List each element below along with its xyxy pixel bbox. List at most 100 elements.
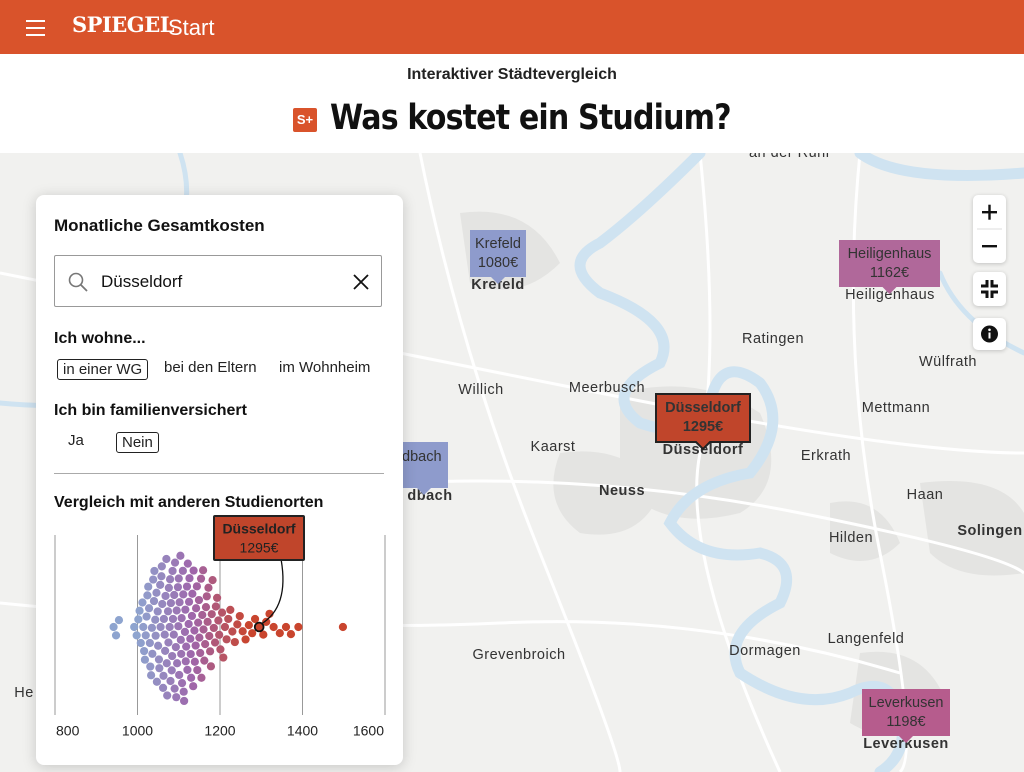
marker-box[interactable] [862, 689, 950, 743]
menu-button[interactable] [26, 18, 46, 38]
dot [210, 638, 220, 647]
dot [205, 631, 214, 641]
dot [168, 614, 178, 624]
fullscreen-button[interactable] [973, 272, 1006, 306]
dot [166, 676, 175, 686]
marker-name: Düsseldorf [665, 400, 741, 416]
section-name[interactable]: Start [168, 15, 215, 40]
option[interactable]: bei den Eltern [164, 359, 257, 376]
marker-cost: 1080€ [478, 255, 518, 271]
dot [140, 646, 149, 656]
dot [135, 606, 144, 615]
dot [189, 566, 198, 575]
dot [152, 588, 161, 597]
dot [182, 582, 192, 591]
dot [134, 615, 143, 624]
dot [153, 607, 162, 616]
zoom-icons[interactable] [973, 195, 1006, 263]
search-box[interactable]: Düsseldorf [54, 255, 382, 307]
dot [207, 610, 216, 619]
dot [255, 622, 264, 632]
marker-box[interactable] [400, 442, 448, 495]
option[interactable]: im Wohnheim [279, 359, 371, 376]
dot [156, 622, 165, 632]
dot [181, 605, 190, 614]
marker-cost: 1162€ [870, 265, 909, 281]
option[interactable]: Nein [116, 432, 159, 453]
marker-box[interactable] [839, 240, 940, 294]
dot [176, 551, 185, 560]
dot [149, 596, 159, 606]
place-label: Dormagen [729, 643, 801, 659]
dot [202, 592, 211, 601]
dot [177, 679, 187, 688]
dot [192, 582, 201, 591]
place-label: Meerbusch [569, 380, 645, 396]
dot [248, 629, 257, 638]
dot [195, 633, 204, 642]
place-label: Solingen [957, 523, 1022, 539]
dot [136, 638, 145, 648]
place-label: Willich [458, 382, 503, 398]
dot [259, 630, 268, 639]
option[interactable]: Ja [68, 432, 84, 449]
dot [161, 591, 170, 601]
highlight-ring [253, 621, 265, 633]
dot [167, 666, 176, 675]
dot [174, 622, 183, 631]
dot [165, 622, 174, 632]
dot [286, 630, 296, 639]
dot [219, 653, 228, 662]
marker-box[interactable] [470, 230, 526, 284]
place-label: Ratingen [742, 331, 804, 347]
marker-name: dbach [402, 449, 442, 465]
dot [203, 617, 212, 626]
dot [156, 580, 165, 589]
dot [338, 622, 348, 632]
dot [194, 595, 204, 605]
divider [54, 473, 384, 474]
dot [216, 645, 225, 654]
search-text: Düsseldorf [101, 272, 183, 291]
marker-name: Krefeld [475, 236, 521, 252]
option[interactable]: in einer WG [57, 359, 149, 380]
place-label: He [14, 685, 34, 701]
dot [208, 575, 217, 585]
dot [179, 687, 188, 696]
dot [166, 598, 176, 608]
dot [151, 615, 160, 624]
dot [158, 683, 168, 692]
dot [130, 622, 139, 632]
dot [162, 659, 171, 668]
clear-button[interactable] [353, 274, 369, 290]
dot [157, 562, 166, 571]
dot [161, 646, 170, 656]
dot [188, 589, 197, 598]
marker-name: Heiligenhaus [848, 246, 932, 262]
dot [241, 635, 250, 644]
dot [173, 659, 182, 668]
dot [222, 635, 231, 644]
info-button[interactable] [973, 318, 1006, 350]
dot [169, 630, 178, 639]
marker-box[interactable] [655, 393, 751, 451]
dot [186, 634, 195, 643]
dot [172, 606, 181, 615]
dot [226, 605, 235, 614]
annotation-name: Düsseldorf [222, 521, 295, 537]
panel-heading: Monatliche Gesamtkosten [54, 216, 265, 235]
place-label: Mettmann [862, 400, 930, 416]
dot [196, 574, 206, 583]
living-label: Ich wohne... [54, 330, 146, 347]
dot [187, 611, 197, 621]
logo[interactable]: SPIEGEL [72, 12, 175, 37]
dot [187, 673, 196, 682]
place-label: Grevenbroich [472, 647, 565, 663]
place-label: Leverkusen [863, 736, 949, 752]
dot [275, 629, 284, 638]
dot [179, 590, 188, 599]
insured-label: Ich bin familienversichert [54, 402, 247, 419]
dot [140, 655, 150, 664]
x-tick-label: 1000 [122, 723, 153, 739]
